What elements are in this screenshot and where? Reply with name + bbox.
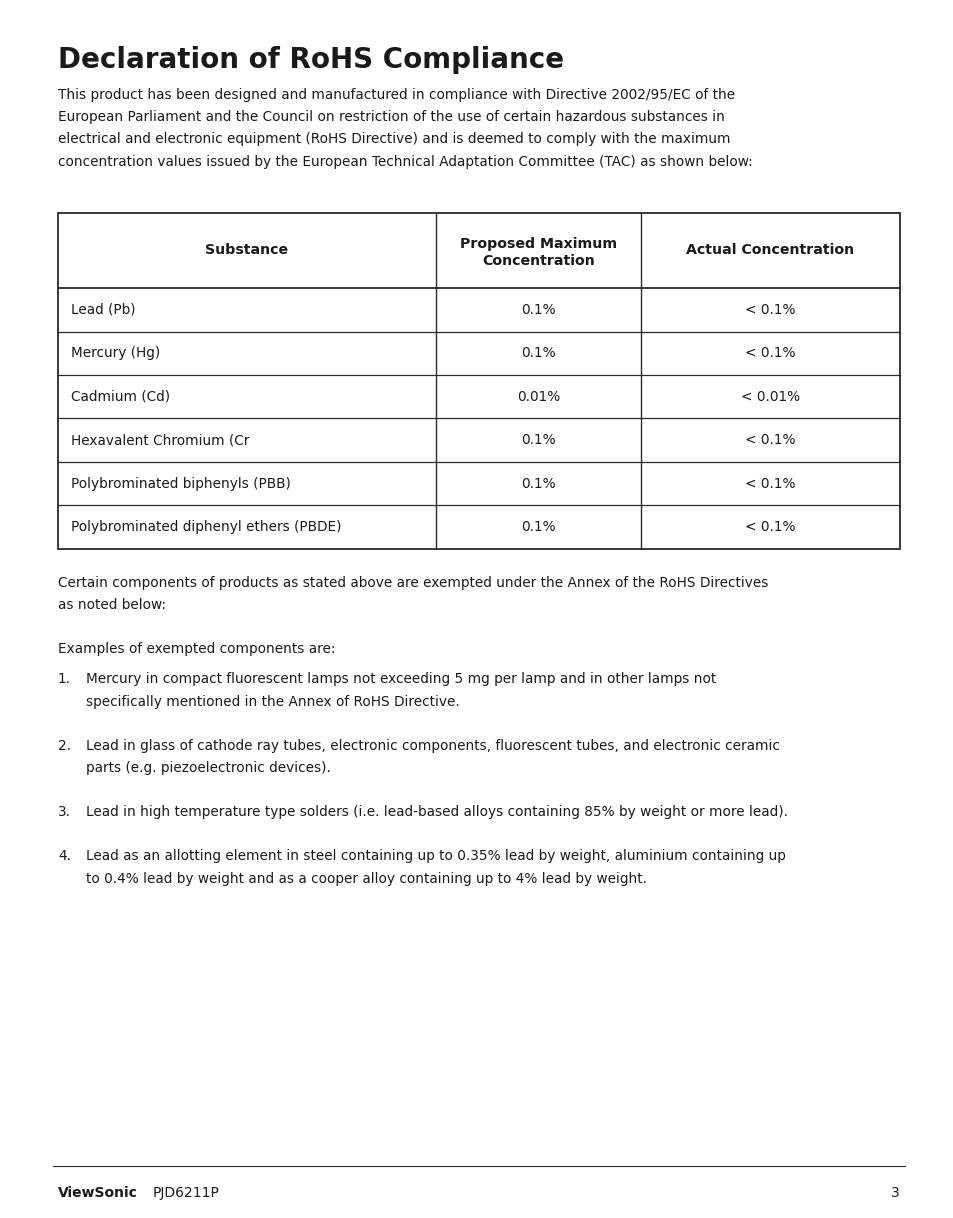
Text: 0.1%: 0.1% [520,303,556,317]
Text: Lead as an allotting element in steel containing up to 0.35% lead by weight, alu: Lead as an allotting element in steel co… [86,849,785,864]
Text: Actual Concentration: Actual Concentration [686,244,854,257]
Text: < 0.1%: < 0.1% [744,303,795,317]
Text: Mercury in compact fluorescent lamps not exceeding 5 mg per lamp and in other la: Mercury in compact fluorescent lamps not… [86,672,716,687]
Text: 0.1%: 0.1% [520,520,556,535]
Text: specifically mentioned in the Annex of RoHS Directive.: specifically mentioned in the Annex of R… [86,694,459,709]
Text: 4.: 4. [58,849,71,864]
Text: Lead in glass of cathode ray tubes, electronic components, fluorescent tubes, an: Lead in glass of cathode ray tubes, elec… [86,739,779,753]
Text: as noted below:: as noted below: [58,598,166,613]
Text: Declaration of RoHS Compliance: Declaration of RoHS Compliance [58,46,563,74]
Text: Lead in high temperature type solders (i.e. lead-based alloys containing 85% by : Lead in high temperature type solders (i… [86,805,787,820]
Text: Polybrominated biphenyls (PBB): Polybrominated biphenyls (PBB) [71,476,291,491]
Text: concentration values issued by the European Technical Adaptation Committee (TAC): concentration values issued by the Europ… [58,155,752,168]
Text: < 0.01%: < 0.01% [740,390,800,403]
Text: Certain components of products as stated above are exempted under the Annex of t: Certain components of products as stated… [58,576,767,590]
Text: < 0.1%: < 0.1% [744,476,795,491]
Text: 2.: 2. [58,739,71,753]
Text: 0.1%: 0.1% [520,434,556,447]
Text: Concentration: Concentration [481,255,595,268]
Text: Lead (Pb): Lead (Pb) [71,303,135,317]
Text: Hexavalent Chromium (Cr: Hexavalent Chromium (Cr [71,434,249,447]
Text: 3.: 3. [58,805,71,820]
Text: parts (e.g. piezoelectronic devices).: parts (e.g. piezoelectronic devices). [86,761,331,775]
Text: 0.1%: 0.1% [520,346,556,361]
Text: 1.: 1. [58,672,71,687]
Text: Cadmium (Cd): Cadmium (Cd) [71,390,170,403]
Text: electrical and electronic equipment (RoHS Directive) and is deemed to comply wit: electrical and electronic equipment (RoH… [58,133,730,146]
Text: Proposed Maximum: Proposed Maximum [459,238,617,251]
Bar [58,213,899,549]
Text: < 0.1%: < 0.1% [744,434,795,447]
Text: European Parliament and the Council on restriction of the use of certain hazardo: European Parliament and the Council on r… [58,110,724,124]
Text: < 0.1%: < 0.1% [744,520,795,535]
Text: Mercury (Hg): Mercury (Hg) [71,346,160,361]
Text: This product has been designed and manufactured in compliance with Directive 200: This product has been designed and manuf… [58,88,735,102]
Text: Examples of exempted components are:: Examples of exempted components are: [58,642,335,657]
Text: 3: 3 [890,1186,899,1200]
Text: 0.01%: 0.01% [517,390,559,403]
Text: Substance: Substance [205,244,288,257]
Text: PJD6211P: PJD6211P [152,1186,219,1200]
Text: Polybrominated diphenyl ethers (PBDE): Polybrominated diphenyl ethers (PBDE) [71,520,341,535]
Text: < 0.1%: < 0.1% [744,346,795,361]
Text: 0.1%: 0.1% [520,476,556,491]
Text: to 0.4% lead by weight and as a cooper alloy containing up to 4% lead by weight.: to 0.4% lead by weight and as a cooper a… [86,872,646,885]
Text: ViewSonic: ViewSonic [58,1186,138,1200]
